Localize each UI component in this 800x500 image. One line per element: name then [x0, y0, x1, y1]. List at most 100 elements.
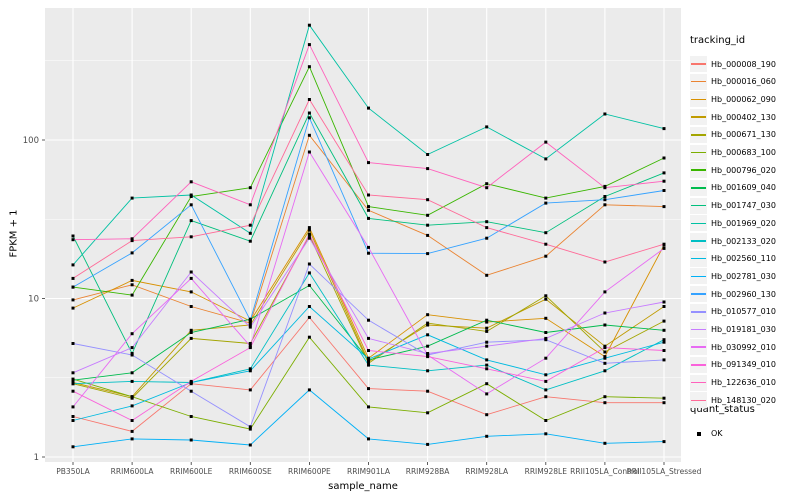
- data-point-marker: [189, 276, 193, 280]
- legend-item: Hb_000671_130: [690, 126, 776, 143]
- legend-line-swatch: [691, 346, 706, 348]
- legend-item: Hb_000402_130: [690, 109, 776, 126]
- data-point-marker: [544, 419, 548, 422]
- data-point-marker: [485, 358, 489, 362]
- legend-item: Hb_000016_060: [690, 73, 776, 90]
- legend-label: Hb_001969_020: [711, 218, 776, 228]
- data-point-marker: [662, 242, 666, 246]
- legend-line-swatch: [691, 364, 706, 366]
- data-point-marker: [307, 335, 311, 339]
- legend-label: Hb_148130_020: [711, 395, 776, 405]
- y-tick-label: 100: [23, 136, 39, 146]
- data-point-marker: [367, 387, 370, 391]
- data-point-marker: [189, 290, 193, 294]
- data-point-marker: [130, 437, 134, 441]
- data-point-marker: [544, 331, 548, 334]
- data-point-marker: [367, 205, 370, 209]
- data-point-marker: [662, 340, 666, 344]
- legend-line-swatch: [691, 399, 706, 402]
- x-tick-label: RRII105LA_Control: [570, 467, 640, 476]
- data-point-marker: [71, 389, 75, 393]
- data-point-marker: [189, 331, 193, 334]
- data-point-marker: [544, 196, 548, 200]
- data-point-marker: [130, 251, 134, 255]
- legend-key: [690, 303, 707, 320]
- data-point-marker: [544, 294, 548, 298]
- legend-label: Hb_000008_190: [711, 59, 776, 69]
- data-point-marker: [130, 196, 134, 200]
- data-point-marker: [544, 373, 548, 377]
- data-point-marker: [248, 325, 252, 329]
- data-point-marker: [71, 419, 75, 422]
- legend-line-swatch: [691, 381, 706, 384]
- legend-label: Hb_000402_130: [711, 112, 776, 122]
- legend-item: Hb_001747_030: [690, 197, 776, 214]
- legend-line-swatch: [691, 134, 706, 136]
- data-point-marker: [603, 195, 607, 198]
- data-point-marker: [189, 389, 193, 393]
- data-point-marker: [426, 313, 430, 317]
- data-point-marker: [367, 106, 370, 110]
- legend-item: Hb_002560_110: [690, 250, 776, 267]
- data-point-marker: [485, 413, 489, 417]
- data-point-marker: [130, 353, 134, 357]
- legend-key: [690, 321, 707, 338]
- data-point-marker: [71, 342, 75, 345]
- data-point-marker: [367, 360, 370, 364]
- data-point-marker: [426, 411, 430, 415]
- x-tick-label: RRIM600PE: [288, 467, 331, 476]
- data-point-marker: [248, 427, 252, 431]
- x-tick-label: RRIM600LE: [170, 467, 213, 476]
- data-point-marker: [367, 361, 370, 365]
- legend-item: Hb_001609_040: [690, 179, 776, 196]
- data-point-marker: [662, 189, 666, 192]
- y-tick-label: 10: [28, 294, 39, 304]
- data-point-marker: [662, 179, 666, 183]
- legend-key: [690, 268, 707, 285]
- x-tick-label: RRII105LA_Stressed: [627, 467, 702, 476]
- legend-key: [690, 162, 707, 179]
- legend-label: Hb_000796_020: [711, 165, 776, 175]
- legend-label: Hb_122636_010: [711, 378, 776, 388]
- data-point-marker: [130, 395, 134, 399]
- legend-label: Hb_000016_060: [711, 77, 776, 87]
- data-point-marker: [662, 396, 666, 400]
- legend-key: [690, 56, 707, 72]
- legend-label: Hb_010577_010: [711, 307, 776, 317]
- data-point-marker: [662, 401, 666, 405]
- data-point-marker: [485, 340, 489, 344]
- data-point-marker: [544, 395, 548, 399]
- data-point-marker: [662, 205, 666, 209]
- data-point-marker: [426, 344, 430, 348]
- data-point-marker: [71, 306, 75, 310]
- legend-label: Hb_002960_130: [711, 289, 776, 299]
- data-point-marker: [426, 321, 430, 325]
- data-point-marker: [307, 111, 311, 115]
- legend-title-quant-status: quant_status: [690, 404, 755, 415]
- data-point-marker: [189, 203, 193, 207]
- data-point-marker: [662, 349, 666, 352]
- data-point-marker: [544, 356, 548, 360]
- data-point-marker: [426, 233, 430, 237]
- legend-label: Hb_001609_040: [711, 183, 776, 193]
- data-point-marker: [603, 311, 607, 315]
- data-point-marker: [544, 231, 548, 235]
- data-point-marker: [426, 223, 430, 227]
- data-point-marker: [485, 434, 489, 438]
- data-point-marker: [485, 367, 489, 371]
- data-point-marker: [426, 442, 430, 446]
- legend-key: [690, 233, 707, 249]
- data-point-marker: [426, 198, 430, 202]
- legend-item: Hb_002133_020: [690, 233, 776, 250]
- data-point-marker: [71, 371, 75, 375]
- data-point-marker: [130, 379, 134, 383]
- data-point-marker: [248, 239, 252, 243]
- data-point-marker: [367, 161, 370, 165]
- data-point-marker: [307, 262, 311, 266]
- legend-item: Hb_000008_190: [690, 56, 776, 73]
- data-point-marker: [662, 171, 666, 175]
- data-point-marker: [307, 388, 311, 392]
- data-point-marker: [603, 441, 607, 445]
- data-point-marker: [189, 336, 193, 340]
- data-point-marker: [307, 65, 311, 69]
